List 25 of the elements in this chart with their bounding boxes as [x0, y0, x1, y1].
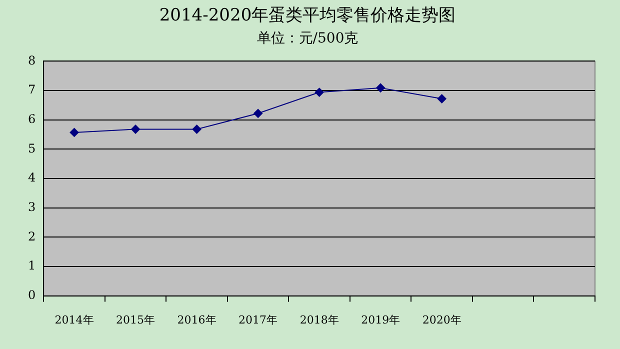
x-tick-label: 2020年 [422, 313, 462, 326]
x-tick-label: 2017年 [238, 313, 278, 326]
point [131, 124, 140, 134]
y-tick-label: 6 [28, 112, 36, 126]
y-tick-label: 1 [28, 258, 36, 273]
point [70, 128, 79, 137]
point [437, 94, 446, 104]
point [254, 108, 263, 118]
x-tick-label: 2019年 [361, 313, 400, 326]
y-tick-label: 7 [28, 82, 36, 97]
y-tick-label: 3 [28, 200, 36, 214]
y-tick-label: 2 [28, 229, 36, 244]
y-tick-label: 5 [28, 141, 36, 156]
y-tick-label: 0 [28, 288, 36, 302]
chart-title: 2014-2020年蛋类平均零售价格走势图 [159, 6, 456, 26]
x-tick-label: 2018年 [300, 313, 339, 326]
y-tick-label: 4 [28, 170, 36, 185]
x-tick-label: 2015年 [116, 313, 156, 326]
point [192, 124, 202, 134]
y-tick-label: 8 [28, 53, 36, 68]
x-tick-label: 2016年 [177, 313, 216, 326]
x-tick-label: 2014年 [54, 313, 94, 326]
chart-subtitle: 单位：元/500克 [256, 30, 358, 46]
point [314, 88, 324, 97]
point [376, 83, 386, 92]
